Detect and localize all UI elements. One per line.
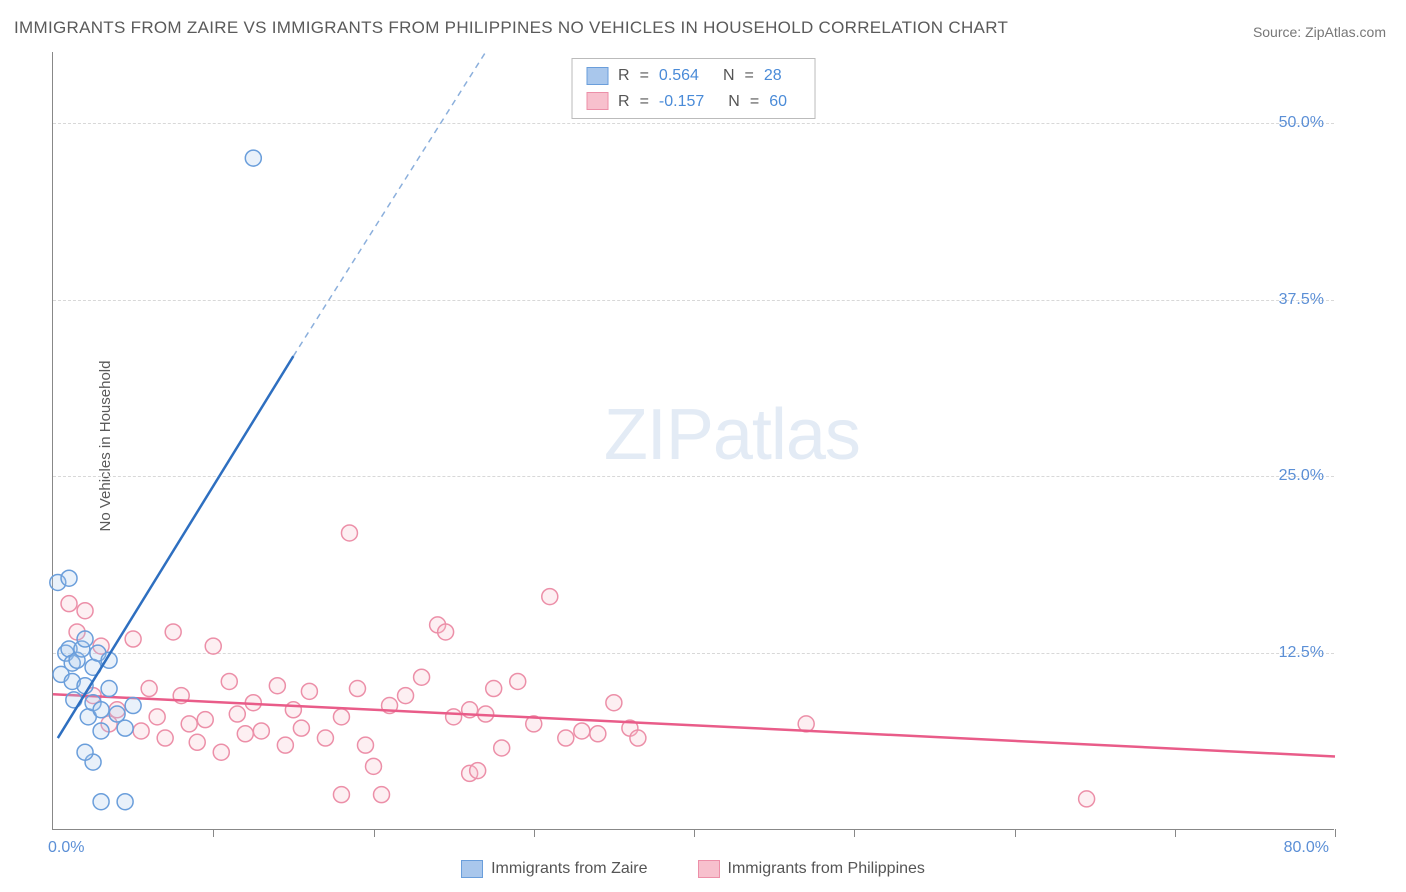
data-point: [117, 794, 133, 810]
data-point: [333, 709, 349, 725]
data-point: [293, 720, 309, 736]
data-point: [61, 570, 77, 586]
data-point: [285, 702, 301, 718]
data-point: [93, 702, 109, 718]
swatch-philippines: [698, 860, 720, 878]
data-point: [205, 638, 221, 654]
n-label: N: [728, 89, 740, 115]
data-point: [470, 763, 486, 779]
chart-title: IMMIGRANTS FROM ZAIRE VS IMMIGRANTS FROM…: [14, 18, 1008, 38]
data-point: [486, 681, 502, 697]
series-legend: Immigrants from Zaire Immigrants from Ph…: [52, 860, 1334, 878]
data-point: [558, 730, 574, 746]
data-point: [494, 740, 510, 756]
x-tick: [213, 829, 214, 837]
x-tick: [1175, 829, 1176, 837]
scatter-plot-area: ZIPatlas 12.5%25.0%37.5%50.0% R = 0.564 …: [52, 52, 1334, 830]
data-point: [349, 681, 365, 697]
source-attribution: Source: ZipAtlas.com: [1253, 24, 1386, 40]
data-point: [574, 723, 590, 739]
data-point: [229, 706, 245, 722]
data-point: [366, 758, 382, 774]
data-point: [157, 730, 173, 746]
n-value-zaire: 28: [764, 63, 782, 89]
legend-item-zaire: Immigrants from Zaire: [461, 860, 647, 878]
n-value-philippines: 60: [769, 89, 787, 115]
data-point: [125, 698, 141, 714]
data-point: [93, 794, 109, 810]
swatch-zaire: [461, 860, 483, 878]
x-tick: [534, 829, 535, 837]
r-value-philippines: -0.157: [659, 89, 704, 115]
trend-line: [58, 356, 294, 738]
data-point: [77, 603, 93, 619]
r-value-zaire: 0.564: [659, 63, 699, 89]
data-point: [213, 744, 229, 760]
data-point: [109, 706, 125, 722]
data-point: [197, 712, 213, 728]
data-point: [374, 787, 390, 803]
data-point: [101, 681, 117, 697]
data-point: [66, 692, 82, 708]
data-point: [317, 730, 333, 746]
data-point: [141, 681, 157, 697]
data-point: [630, 730, 646, 746]
x-axis-max-label: 80.0%: [1284, 839, 1329, 857]
legend-label-zaire: Immigrants from Zaire: [491, 860, 647, 878]
data-point: [357, 737, 373, 753]
data-point: [398, 688, 414, 704]
data-point: [438, 624, 454, 640]
equals-sign: =: [750, 89, 759, 115]
x-tick: [694, 829, 695, 837]
trend-line-extension: [293, 52, 485, 356]
data-point: [253, 723, 269, 739]
data-point: [165, 624, 181, 640]
data-point: [414, 669, 430, 685]
data-point: [149, 709, 165, 725]
x-tick: [854, 829, 855, 837]
data-point: [181, 716, 197, 732]
data-point: [245, 150, 261, 166]
r-label: R: [618, 63, 630, 89]
r-label: R: [618, 89, 630, 115]
legend-label-philippines: Immigrants from Philippines: [728, 860, 925, 878]
data-point: [125, 631, 141, 647]
data-point: [189, 734, 205, 750]
n-label: N: [723, 63, 735, 89]
data-point: [510, 673, 526, 689]
data-point: [606, 695, 622, 711]
data-point: [446, 709, 462, 725]
data-point: [277, 737, 293, 753]
data-point: [61, 596, 77, 612]
data-layer: [53, 52, 1334, 829]
x-tick: [1335, 829, 1336, 837]
x-axis-min-label: 0.0%: [48, 839, 84, 857]
swatch-philippines: [586, 92, 608, 110]
data-point: [590, 726, 606, 742]
legend-row-zaire: R = 0.564 N = 28: [586, 63, 801, 89]
data-point: [1079, 791, 1095, 807]
data-point: [77, 631, 93, 647]
data-point: [341, 525, 357, 541]
data-point: [221, 673, 237, 689]
data-point: [301, 683, 317, 699]
legend-item-philippines: Immigrants from Philippines: [698, 860, 925, 878]
data-point: [542, 589, 558, 605]
equals-sign: =: [640, 89, 649, 115]
data-point: [237, 726, 253, 742]
data-point: [117, 720, 133, 736]
legend-row-philippines: R = -0.157 N = 60: [586, 89, 801, 115]
x-tick: [1015, 829, 1016, 837]
equals-sign: =: [745, 63, 754, 89]
x-tick: [374, 829, 375, 837]
data-point: [269, 678, 285, 694]
data-point: [93, 723, 109, 739]
swatch-zaire: [586, 67, 608, 85]
data-point: [77, 744, 93, 760]
equals-sign: =: [640, 63, 649, 89]
data-point: [333, 787, 349, 803]
correlation-legend: R = 0.564 N = 28 R = -0.157 N = 60: [571, 58, 816, 119]
data-point: [133, 723, 149, 739]
